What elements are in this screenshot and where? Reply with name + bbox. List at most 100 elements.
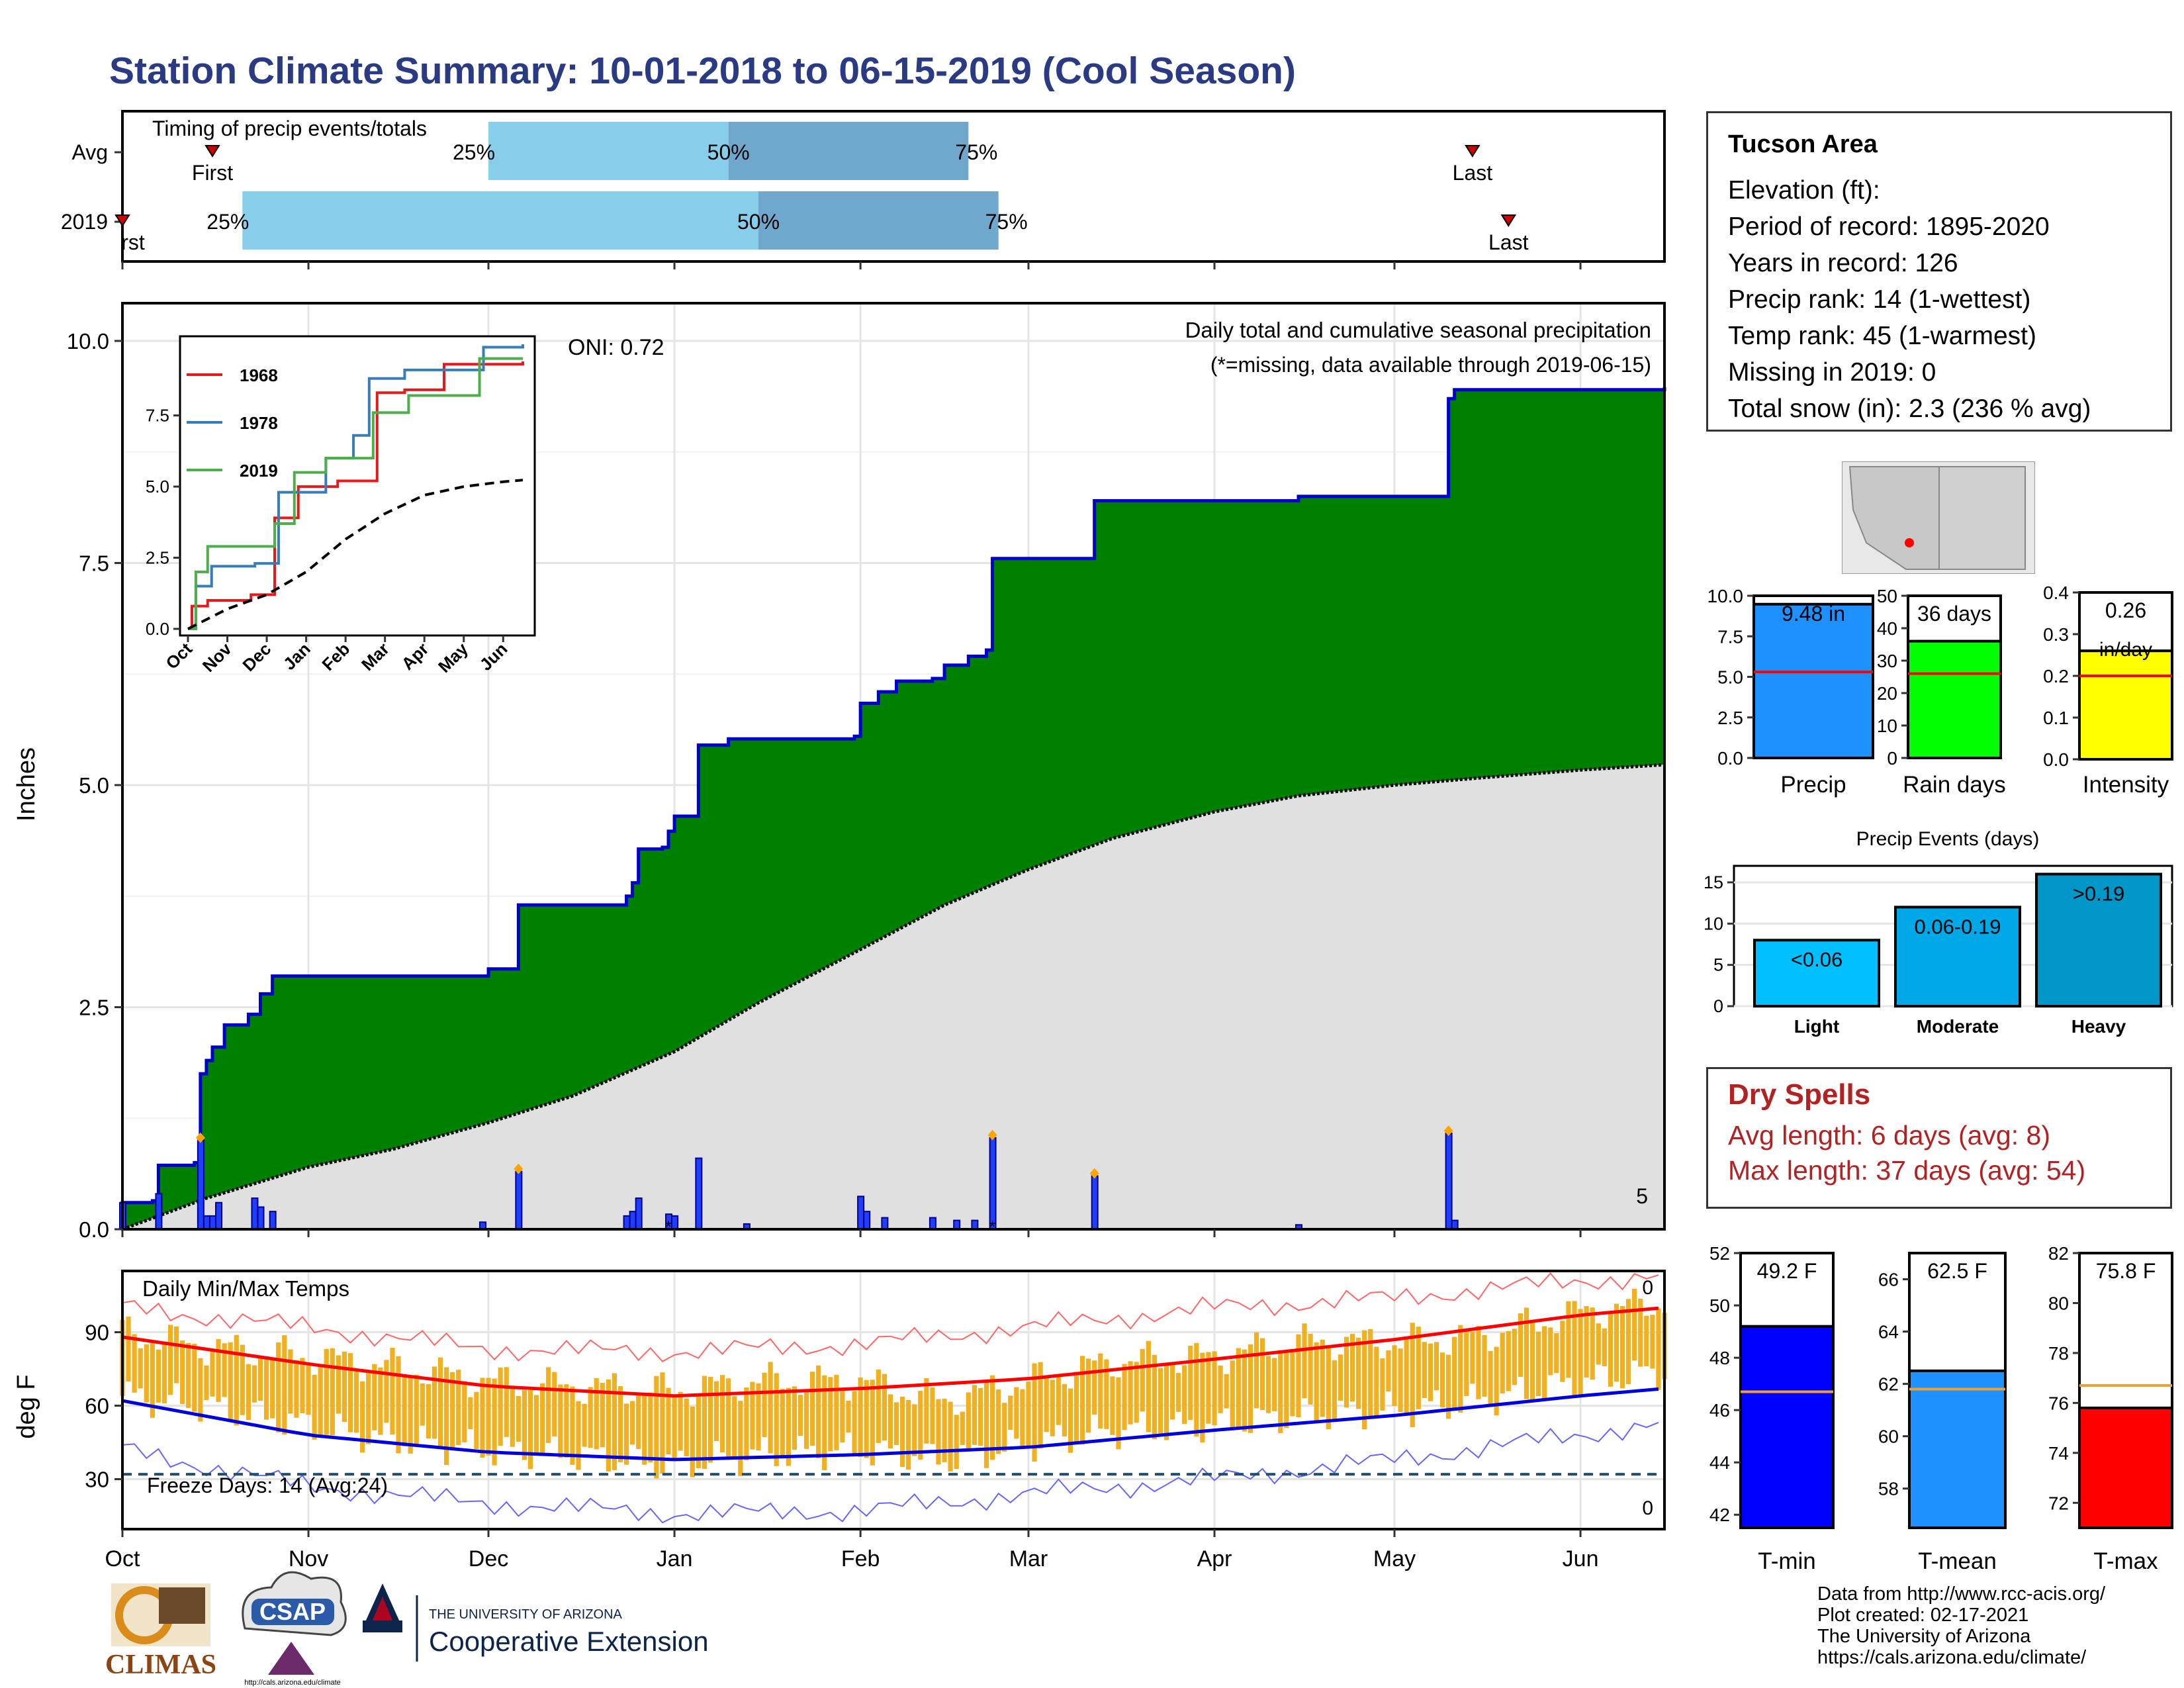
daily-temp-range-bar bbox=[516, 1395, 521, 1442]
intensity-y-tick-label: 0.3 bbox=[2043, 624, 2069, 645]
daily-temp-range-bar bbox=[1284, 1352, 1289, 1429]
daily-temp-range-bar bbox=[1506, 1331, 1511, 1391]
daily-temp-range-bar bbox=[426, 1383, 431, 1439]
inset-y-tick-label: 2.5 bbox=[146, 548, 169, 568]
dry-spells-max-length: Max length: 37 days (avg: 54) bbox=[1728, 1155, 2086, 1186]
month-x-tick-label: Apr bbox=[1197, 1546, 1232, 1571]
daily-temp-range-bar bbox=[1470, 1331, 1475, 1384]
inset-legend-label: 1968 bbox=[240, 365, 278, 385]
daily-temp-range-bar bbox=[234, 1335, 239, 1426]
daily-temp-range-bar bbox=[1439, 1352, 1445, 1408]
daily-temp-range-bar bbox=[1608, 1313, 1614, 1387]
daily-temp-range-bar bbox=[864, 1380, 869, 1458]
inset-legend-label: 1978 bbox=[240, 413, 278, 433]
timing-first-marker bbox=[114, 214, 130, 227]
t-max-category-label: T-max bbox=[2093, 1548, 2158, 1574]
daily-temp-range-bar bbox=[1446, 1354, 1451, 1419]
timing-bar-25-50 bbox=[488, 122, 729, 180]
daily-precip-bar bbox=[629, 1211, 637, 1231]
events-bar-label: <0.06 bbox=[1791, 948, 1843, 971]
daily-temp-range-bar bbox=[1494, 1346, 1499, 1416]
record-min-count: 0 bbox=[1642, 1497, 1653, 1519]
daily-precip-bar bbox=[623, 1215, 631, 1230]
intensity-y-tick-label: 0.1 bbox=[2043, 708, 2069, 728]
daily-temp-range-bar bbox=[161, 1342, 167, 1404]
month-x-tick-label: Jan bbox=[657, 1546, 693, 1571]
average-precip-area bbox=[122, 765, 1664, 1229]
daily-precip-bar bbox=[929, 1217, 936, 1230]
daily-temp-range-bar bbox=[1314, 1342, 1319, 1421]
daily-temp-range-bar bbox=[654, 1376, 659, 1479]
climas-logo: CLIMAS bbox=[105, 1583, 216, 1680]
daily-temp-range-bar bbox=[522, 1389, 527, 1460]
t-mean-y-tick-label: 58 bbox=[1878, 1479, 1899, 1499]
t-min-category-label: T-min bbox=[1758, 1548, 1816, 1574]
daily-temp-range-bar bbox=[1578, 1309, 1583, 1395]
daily-temp-range-bar bbox=[954, 1415, 959, 1470]
daily-temp-range-bar bbox=[1602, 1328, 1607, 1367]
daily-temp-range-bar bbox=[474, 1391, 479, 1450]
precip-frame bbox=[121, 302, 1666, 1231]
daily-temp-range-bar bbox=[312, 1374, 317, 1440]
daily-temp-range-bar bbox=[978, 1387, 983, 1446]
t-min-y-tick-label: 52 bbox=[1709, 1243, 1730, 1264]
timing-last-marker bbox=[1465, 145, 1480, 158]
station-years-in-record: Years in record: 126 bbox=[1728, 249, 1958, 277]
daily-temp-range-bar bbox=[582, 1403, 587, 1447]
daily-temp-range-bar bbox=[1128, 1361, 1133, 1425]
t-mean-value-label: 62.5 F bbox=[1927, 1259, 1987, 1283]
daily-temp-range-bar bbox=[432, 1366, 437, 1439]
daily-precip-bar bbox=[635, 1197, 643, 1231]
precip-events-chart: 0 5 10 15 <0.06 Light 0.06-0.19 Moderate >0.19 He… bbox=[1704, 828, 2173, 1037]
average-precip-line bbox=[122, 763, 1665, 1231]
daily-temp-range-bar bbox=[612, 1373, 617, 1470]
daily-temp-range-bar bbox=[504, 1367, 509, 1437]
t-max-y-tick-label: 82 bbox=[2048, 1243, 2069, 1264]
daily-temp-range-bar bbox=[228, 1342, 233, 1421]
precip-corner-note: 5 bbox=[1636, 1184, 1648, 1208]
daily-temp-range-bar bbox=[834, 1374, 839, 1450]
daily-temp-range-bar bbox=[1512, 1329, 1517, 1385]
daily-temp-range-bar bbox=[966, 1392, 971, 1449]
ua-name-text: THE UNIVERSITY OF ARIZONA bbox=[429, 1607, 623, 1622]
timing-first-marker bbox=[205, 145, 220, 158]
daily-temp-range-bar bbox=[989, 1375, 995, 1460]
locator-map bbox=[1842, 461, 2035, 574]
daily-precip-bar bbox=[989, 1137, 997, 1231]
temp-chart-title: Daily Min/Max Temps bbox=[142, 1276, 349, 1301]
daily-temp-range-bar bbox=[1020, 1389, 1025, 1449]
daily-temp-range-bar bbox=[1644, 1315, 1649, 1366]
daily-temp-range-bar bbox=[1632, 1288, 1637, 1361]
daily-temp-range-bar bbox=[1176, 1373, 1181, 1412]
daily-temp-range-bar bbox=[936, 1399, 941, 1465]
rain-days-y-tick-label: 10 bbox=[1877, 716, 1897, 736]
daily-temp-range-bar bbox=[570, 1386, 575, 1465]
daily-temp-range-bar bbox=[216, 1338, 221, 1402]
daily-temp-range-bar bbox=[1536, 1331, 1541, 1397]
daily-temp-range-bar bbox=[690, 1406, 695, 1477]
daily-temp-range-bar bbox=[1098, 1353, 1103, 1429]
daily-temp-range-bar bbox=[1619, 1306, 1625, 1389]
average-tmax-line bbox=[122, 1306, 1659, 1398]
daily-temp-range-bar bbox=[876, 1369, 881, 1444]
daily-temp-range-bar bbox=[222, 1343, 227, 1397]
daily-temp-range-bar bbox=[1596, 1323, 1601, 1365]
daily-temp-range-bar bbox=[492, 1378, 497, 1466]
daily-temp-range-bar bbox=[192, 1344, 197, 1412]
daily-temp-range-bar bbox=[318, 1366, 323, 1436]
daily-temp-range-bar bbox=[1146, 1340, 1151, 1432]
timing-label-50: 50% bbox=[737, 210, 780, 234]
daily-temp-range-bar bbox=[144, 1344, 149, 1403]
t-min-y-tick-label: 44 bbox=[1709, 1452, 1730, 1473]
daily-temp-range-bar bbox=[1188, 1345, 1193, 1421]
daily-temp-range-bar bbox=[1584, 1306, 1589, 1378]
daily-temp-range-bar bbox=[372, 1364, 377, 1430]
daily-precip-bar bbox=[215, 1201, 223, 1230]
daily-temp-range-bar bbox=[702, 1376, 707, 1469]
intensity-value-unit: in/day bbox=[2099, 639, 2152, 661]
station-info-box: Tucson Area Elevation (ft): Period of re… bbox=[1706, 111, 2172, 432]
extreme-event-marker bbox=[195, 1132, 205, 1143]
daily-temp-range-bar bbox=[630, 1401, 635, 1445]
rain-days-value-label: 36 days bbox=[1917, 602, 1991, 626]
cumulative-precip-line bbox=[120, 387, 1666, 1229]
